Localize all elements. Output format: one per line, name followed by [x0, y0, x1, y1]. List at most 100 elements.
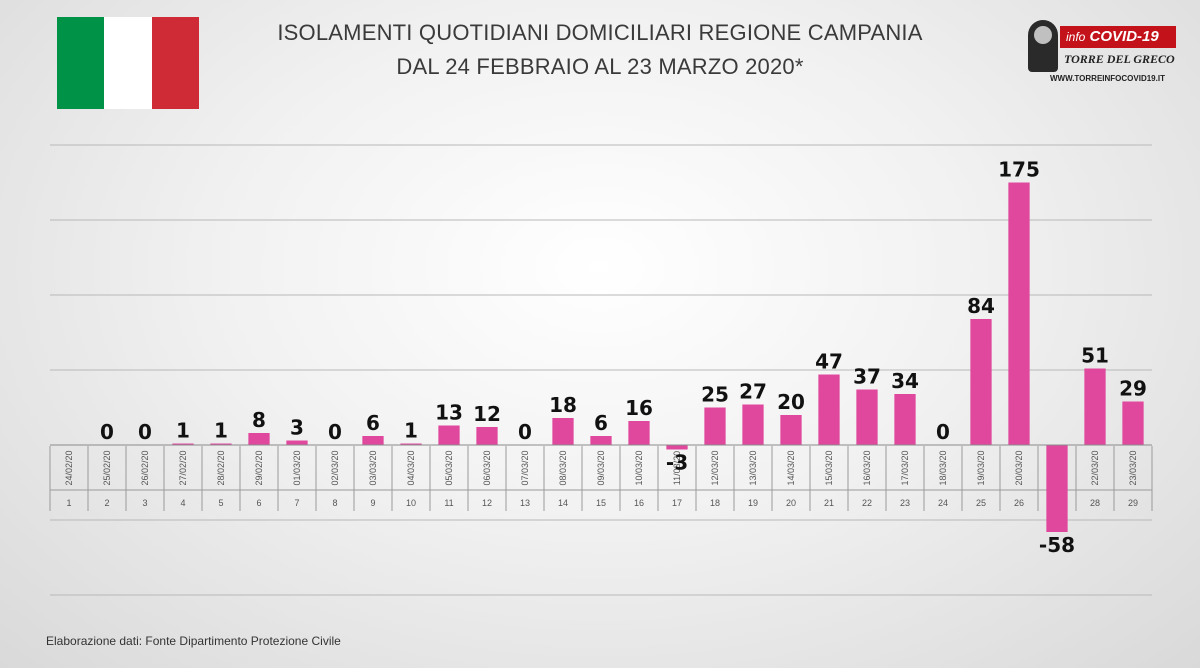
x-tick-day: 16: [634, 498, 644, 508]
bar: [666, 445, 688, 450]
bar: [1046, 445, 1068, 532]
bar: [590, 436, 612, 445]
bar: [742, 404, 764, 445]
logo-url: WWW.TORREINFOCOVID19.IT: [1050, 74, 1165, 83]
x-tick-date: 20/03/20: [1014, 450, 1024, 485]
microphone-icon: [1028, 20, 1058, 72]
x-tick-day: 20: [786, 498, 796, 508]
bar: [1084, 368, 1106, 445]
bar: [400, 443, 422, 445]
x-tick-day: 19: [748, 498, 758, 508]
x-tick-date: 08/03/20: [558, 450, 568, 485]
data-label: 16: [625, 396, 653, 420]
data-label: 1: [214, 419, 228, 443]
logo-banner: info COVID-19: [1060, 26, 1176, 48]
data-label: 8: [252, 408, 266, 432]
info-covid-logo: info COVID-19 TORRE DEL GRECO WWW.TORREI…: [1028, 18, 1176, 103]
data-label: 1: [176, 419, 190, 443]
bar: [856, 389, 878, 445]
flag-green-stripe: [57, 17, 105, 109]
data-source-note: Elaborazione dati: Fonte Dipartimento Pr…: [46, 634, 341, 648]
x-tick-date: 06/03/20: [482, 450, 492, 485]
x-tick-day: 11: [444, 498, 453, 508]
x-tick-day: 24: [938, 498, 948, 508]
x-tick-day: 23: [900, 498, 910, 508]
x-tick-day: 25: [976, 498, 986, 508]
x-tick-day: 10: [406, 498, 416, 508]
x-tick-date: 11/03/20: [672, 451, 682, 485]
data-label: 6: [366, 411, 380, 435]
bar: [438, 425, 460, 445]
x-tick-date: 26/02/20: [140, 450, 150, 485]
data-label: 0: [936, 420, 950, 444]
bar: [248, 433, 270, 445]
data-label: 0: [100, 420, 114, 444]
x-tick-day: 6: [256, 498, 261, 508]
data-label: 20: [777, 390, 805, 414]
data-label: 0: [138, 420, 152, 444]
x-tick-date: 14/03/20: [786, 450, 796, 485]
data-label: 84: [967, 294, 995, 318]
x-tick-date: 25/02/20: [102, 450, 112, 485]
x-tick-date: 15/03/20: [824, 450, 834, 485]
x-tick-date: 17/03/20: [900, 450, 910, 485]
x-tick-date: 09/03/20: [596, 450, 606, 485]
data-label: 51: [1081, 344, 1109, 368]
logo-subtitle: TORRE DEL GRECO: [1064, 52, 1175, 66]
data-label: -58: [1039, 533, 1075, 557]
x-tick-day: 1: [66, 498, 71, 508]
data-label: 47: [815, 350, 843, 374]
x-tick-day: 4: [180, 498, 185, 508]
x-tick-day: 18: [710, 498, 720, 508]
x-tick-date: 01/03/20: [292, 450, 302, 485]
bar: [362, 436, 384, 445]
x-tick-date: 27/02/20: [178, 450, 188, 485]
x-tick-date: 13/03/20: [748, 450, 758, 485]
bar: [780, 415, 802, 445]
bar: [818, 374, 840, 445]
flag-white-stripe: [104, 17, 152, 109]
x-tick-day: 28: [1090, 498, 1100, 508]
x-tick-day: 15: [596, 498, 606, 508]
bar: [704, 407, 726, 445]
data-label: 0: [328, 420, 342, 444]
bar: [476, 427, 498, 445]
x-tick-date: 29/02/20: [254, 450, 264, 485]
bar: [552, 418, 574, 445]
x-tick-day: 17: [672, 498, 682, 508]
x-tick-date: 22/03/20: [1090, 450, 1100, 485]
data-label: -3: [666, 451, 688, 475]
data-label: 6: [594, 411, 608, 435]
data-label: 27: [739, 380, 767, 404]
x-tick-date: 07/03/20: [520, 450, 530, 485]
x-tick-date: 23/03/20: [1128, 450, 1138, 485]
x-tick-date: 12/03/20: [710, 450, 720, 485]
italian-flag: [57, 17, 199, 109]
data-label: 3: [290, 416, 304, 440]
flag-red-stripe: [151, 17, 199, 109]
x-tick-day: 14: [558, 498, 568, 508]
x-tick-day: 8: [332, 498, 337, 508]
data-label: 0: [518, 420, 532, 444]
chart-title-line2: DAL 24 FEBBRAIO AL 23 MARZO 2020*: [396, 54, 804, 79]
x-tick-day: 12: [482, 498, 492, 508]
data-label: 18: [549, 393, 577, 417]
logo-prefix: info: [1066, 30, 1086, 44]
x-tick-date: 10/03/20: [634, 450, 644, 485]
bar: [172, 443, 194, 445]
x-tick-day: 3: [142, 498, 147, 508]
x-tick-day: 5: [218, 498, 223, 508]
bar: [894, 394, 916, 445]
x-tick-day: 26: [1014, 498, 1024, 508]
x-tick-date: 05/03/20: [444, 450, 454, 485]
x-tick-day: 9: [370, 498, 375, 508]
x-tick-date: 28/02/20: [216, 450, 226, 485]
data-label: 13: [435, 401, 463, 425]
data-label: 12: [473, 402, 501, 426]
x-tick-date: 24/02/20: [64, 450, 74, 485]
x-tick-date: 02/03/20: [330, 450, 340, 485]
data-label: 37: [853, 365, 881, 389]
x-tick-day: 13: [520, 498, 530, 508]
x-tick-date: 04/03/20: [406, 450, 416, 485]
